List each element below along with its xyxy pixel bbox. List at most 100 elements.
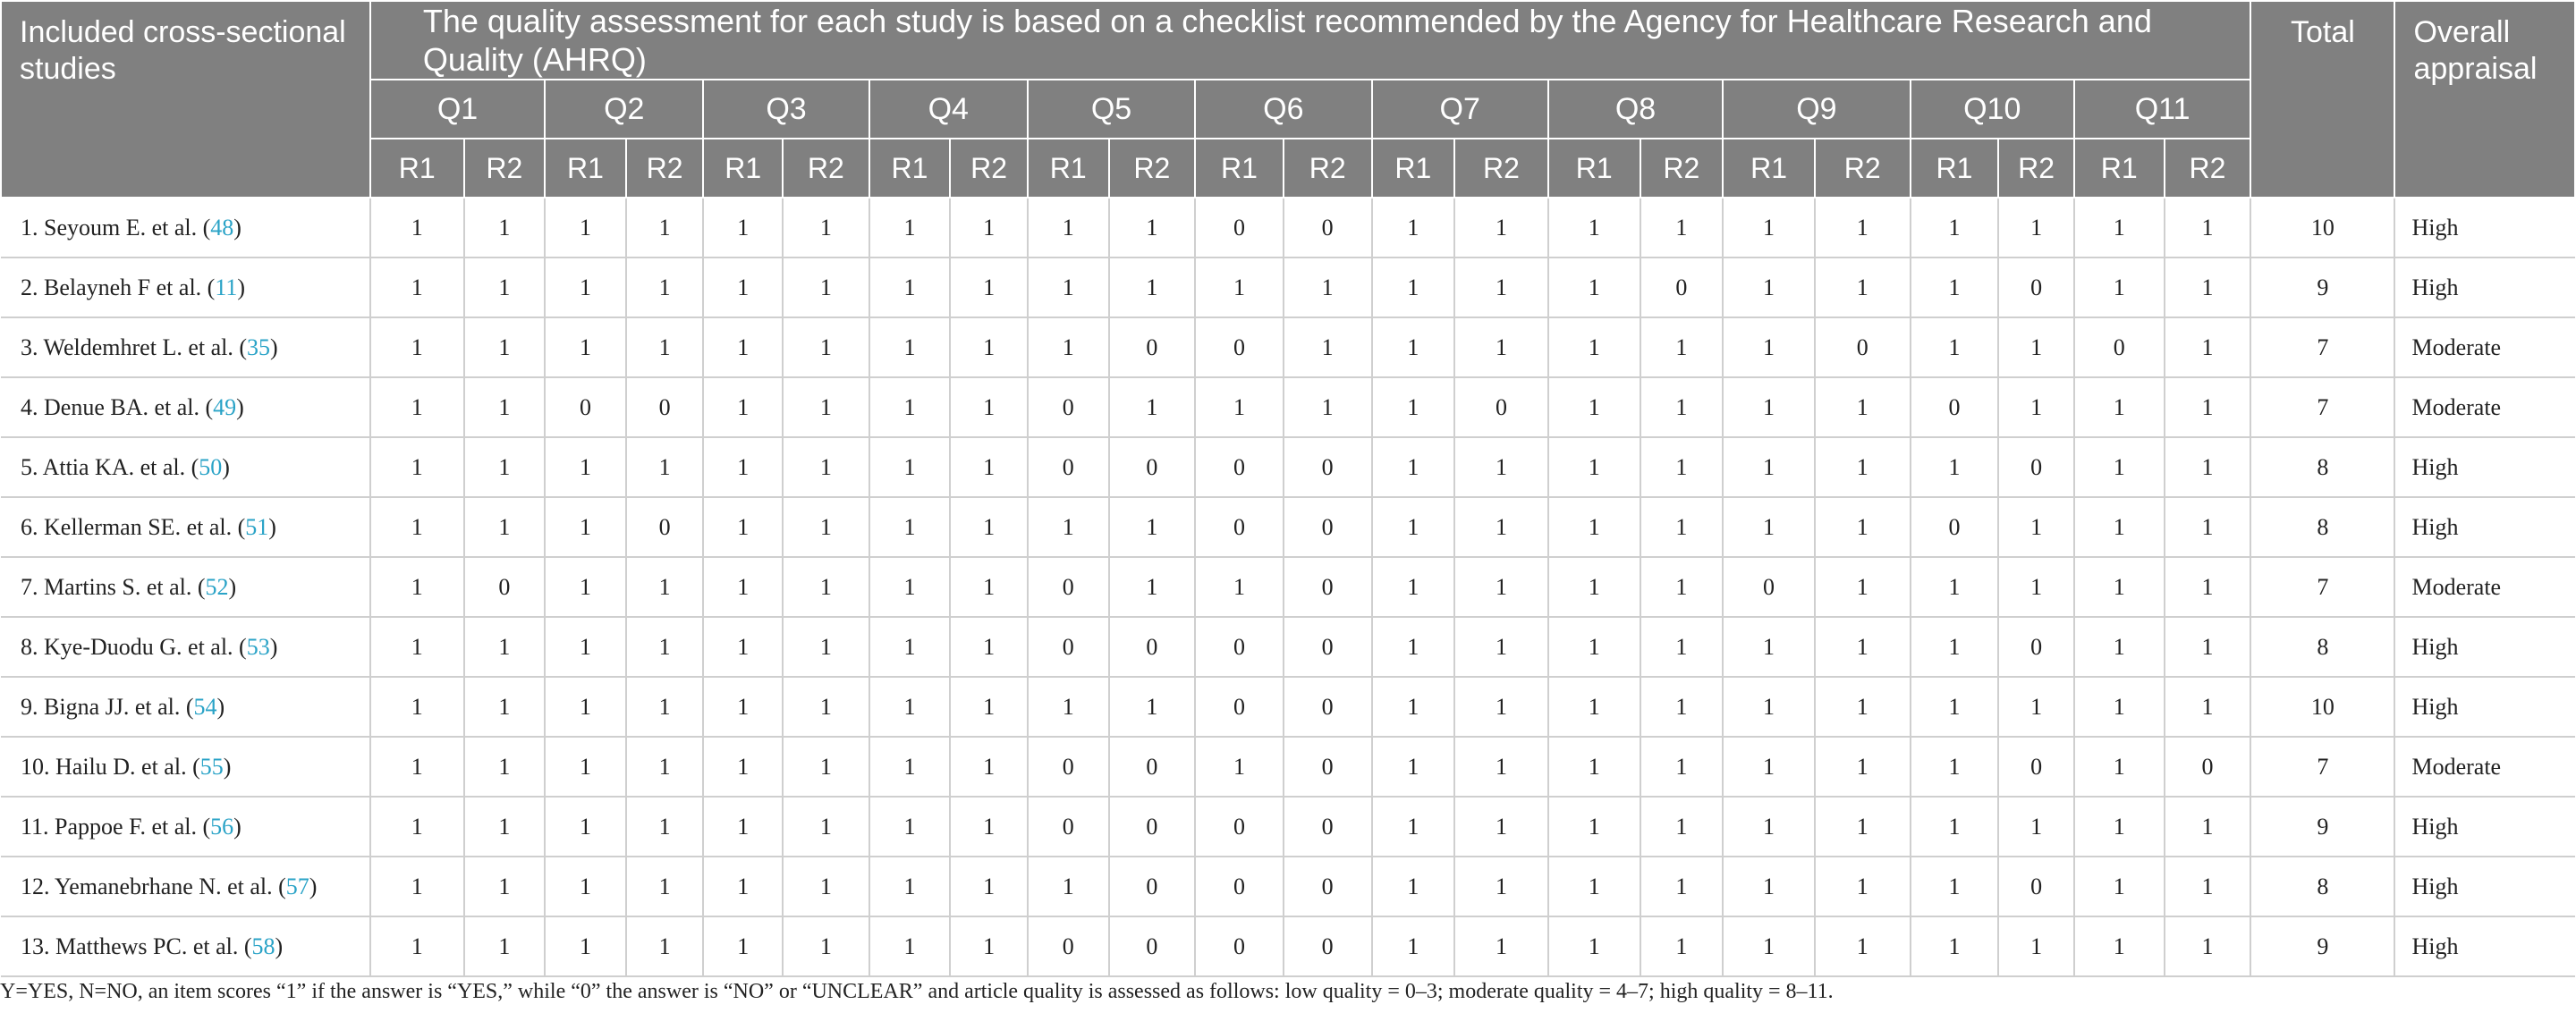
score-cell: 0 [624, 376, 705, 439]
score-cell: 1 [1722, 257, 1816, 319]
score-cell: 1 [1370, 616, 1456, 679]
reference-link[interactable]: 52 [205, 573, 229, 600]
question-header-3: Q3 [702, 79, 870, 140]
score-cell: 1 [1997, 376, 2075, 439]
score-cell: 1 [1546, 916, 1641, 978]
reference-link[interactable]: 58 [251, 933, 275, 959]
study-cell: 10. Hailu D. et al. (55) [1, 736, 371, 798]
score-cell: 1 [2072, 916, 2165, 978]
score-cell: 1 [1453, 796, 1549, 858]
score-cell: 1 [702, 496, 784, 559]
score-cell: 0 [1453, 376, 1549, 439]
study-cell: 3. Weldemhret L. et al. (35) [1, 317, 371, 379]
score-cell: 1 [782, 616, 870, 679]
score-cell: 0 [1282, 436, 1373, 499]
score-cell: 1 [1813, 616, 1911, 679]
score-cell: 1 [949, 856, 1029, 918]
score-cell: 1 [949, 916, 1029, 978]
total-column-header: Total [2250, 0, 2396, 199]
score-cell: 1 [1909, 856, 2000, 918]
score-cell: 1 [1282, 376, 1373, 439]
score-cell: 1 [782, 496, 870, 559]
score-cell: 0 [1107, 796, 1197, 858]
score-cell: 0 [1194, 436, 1284, 499]
study-name: 7. Martins S. et al. ( [21, 573, 206, 600]
score-cell: 1 [624, 916, 705, 978]
score-cell: 1 [2072, 676, 2165, 739]
score-cell: 1 [462, 496, 547, 559]
score-cell: 1 [949, 197, 1029, 259]
total-cell: 10 [2250, 197, 2396, 259]
score-cell: 1 [1370, 496, 1456, 559]
score-cell: 1 [1370, 856, 1456, 918]
total-cell: 9 [2250, 257, 2396, 319]
score-cell: 1 [1026, 197, 1110, 259]
score-cell: 1 [868, 436, 952, 499]
score-cell: 1 [949, 676, 1029, 739]
score-cell: 1 [1546, 676, 1641, 739]
reference-link[interactable]: 51 [245, 513, 269, 540]
score-cell: 1 [544, 736, 627, 798]
score-cell: 1 [369, 376, 465, 439]
score-cell: 0 [2163, 736, 2252, 798]
reviewer-r1-header-q8: R1 [1546, 138, 1641, 199]
study-name: 9. Bigna JJ. et al. ( [21, 693, 194, 720]
appraisal-cell: High [2394, 916, 2575, 978]
score-cell: 1 [2072, 736, 2165, 798]
table-row: 5. Attia KA. et al. (50) 1 1 1 1 1 1 1 1 0 0 0 0 1 1 1 1… [1, 436, 2575, 499]
score-cell: 1 [2072, 556, 2165, 619]
reference-link[interactable]: 35 [247, 333, 271, 360]
score-cell: 1 [1546, 317, 1641, 379]
reference-link[interactable]: 48 [210, 214, 234, 241]
total-cell: 7 [2250, 317, 2396, 379]
reference-link[interactable]: 57 [285, 873, 309, 899]
score-cell: 1 [949, 556, 1029, 619]
score-cell: 0 [1997, 257, 2075, 319]
score-cell: 1 [2072, 436, 2165, 499]
study-name: 13. Matthews PC. et al. ( [21, 933, 252, 959]
score-cell: 0 [1282, 796, 1373, 858]
score-cell: 1 [369, 916, 465, 978]
score-cell: 1 [624, 676, 705, 739]
score-cell: 1 [1282, 317, 1373, 379]
score-cell: 1 [624, 556, 705, 619]
score-cell: 1 [624, 736, 705, 798]
score-cell: 1 [544, 916, 627, 978]
score-cell: 1 [868, 796, 952, 858]
reference-link[interactable]: 55 [199, 753, 224, 780]
score-cell: 1 [544, 317, 627, 379]
score-cell: 1 [1722, 376, 1816, 439]
score-cell: 1 [624, 436, 705, 499]
score-cell: 1 [2072, 376, 2165, 439]
score-cell: 1 [2072, 257, 2165, 319]
reviewer-r1-header-q10: R1 [1909, 138, 2000, 199]
score-cell: 0 [1026, 916, 1110, 978]
appraisal-cell: High [2394, 197, 2575, 259]
score-cell: 1 [1546, 436, 1641, 499]
score-cell: 1 [1639, 916, 1724, 978]
score-cell: 1 [2163, 317, 2252, 379]
reference-link[interactable]: 54 [193, 693, 217, 720]
score-cell: 0 [1026, 796, 1110, 858]
score-cell: 1 [1107, 257, 1197, 319]
reference-link[interactable]: 56 [210, 813, 234, 840]
score-cell: 1 [1997, 197, 2075, 259]
reference-link[interactable]: 11 [215, 274, 238, 300]
score-cell: 1 [369, 736, 465, 798]
study-cell: 1. Seyoum E. et al. (48) [1, 197, 371, 259]
score-cell: 1 [782, 257, 870, 319]
score-cell: 1 [702, 676, 784, 739]
reference-link[interactable]: 53 [246, 633, 270, 660]
study-name-close: ) [223, 753, 232, 780]
study-cell: 11. Pappoe F. et al. (56) [1, 796, 371, 858]
table-row: 3. Weldemhret L. et al. (35) 1 1 1 1 1 1 1 1 1 0 0 1… [1, 317, 2575, 379]
score-cell: 1 [1722, 436, 1816, 499]
score-cell: 1 [1909, 736, 2000, 798]
reference-link[interactable]: 49 [213, 393, 237, 420]
appraisal-cell: Moderate [2394, 736, 2575, 798]
score-cell: 1 [1370, 317, 1456, 379]
score-cell: 1 [1813, 856, 1911, 918]
score-cell: 0 [1107, 436, 1197, 499]
reference-link[interactable]: 50 [199, 453, 223, 480]
score-cell: 1 [702, 736, 784, 798]
